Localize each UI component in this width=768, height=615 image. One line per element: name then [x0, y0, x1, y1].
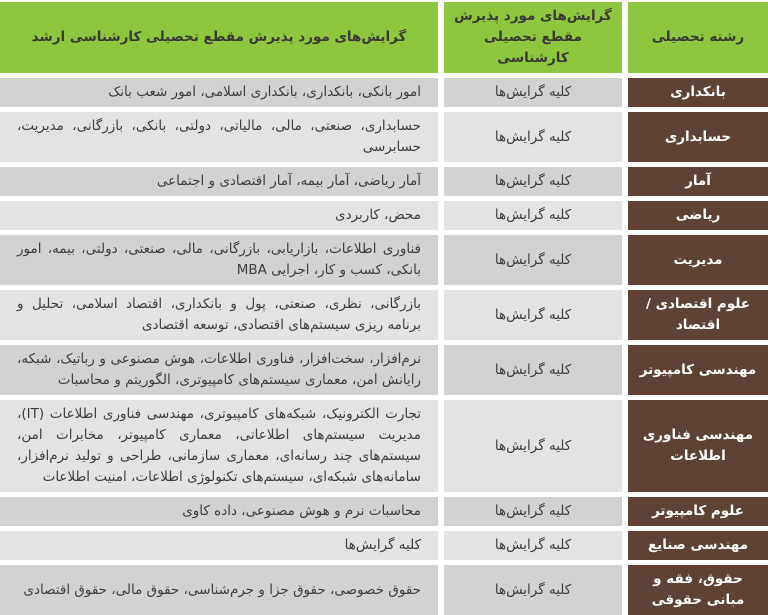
master-majors-cell: امور بانکی، بانکداری، بانکداری اسلامی، ا…	[0, 78, 438, 107]
bachelor-majors-cell: کلیه گرایش‌ها	[444, 112, 622, 162]
field-cell: حسابداری	[628, 112, 768, 162]
master-majors-text: حسابداری، صنعتی، مالی، مالیاتی، دولتی، ب…	[17, 118, 421, 155]
master-majors-cell: فناوری اطلاعات، بازاریابی، بازرگانی، مال…	[0, 235, 438, 285]
bachelor-majors-cell: کلیه گرایش‌ها	[444, 497, 622, 526]
master-majors-text: محض، کاربردی	[335, 207, 421, 223]
table-row-economics: علوم اقتصادی / اقتصاد کلیه گرایش‌ها بازر…	[0, 290, 768, 340]
bachelor-majors-cell: کلیه گرایش‌ها	[444, 78, 622, 107]
master-majors-text: کلیه گرایش‌ها	[344, 537, 421, 553]
table-row-industrial-engineering: مهندسی صنایع کلیه گرایش‌ها کلیه گرایش‌ها	[0, 531, 768, 560]
master-majors-cell: حسابداری، صنعتی، مالی، مالیاتی، دولتی، ب…	[0, 112, 438, 162]
bachelor-majors-cell: کلیه گرایش‌ها	[444, 235, 622, 285]
field-cell: مهندسی صنایع	[628, 531, 768, 560]
master-majors-text: بازرگانی، نظری، صنعتی، پول و بانکداری، ا…	[17, 296, 421, 333]
field-cell: علوم اقتصادی / اقتصاد	[628, 290, 768, 340]
field-cell: مهندسی فناوری اطلاعات	[628, 400, 768, 492]
master-majors-cell: بازرگانی، نظری، صنعتی، پول و بانکداری، ا…	[0, 290, 438, 340]
master-majors-text: فناوری اطلاعات، بازاریابی، بازرگانی، مال…	[17, 241, 421, 278]
table-row-computer-science: علوم کامپیوتر کلیه گرایش‌ها محاسبات نرم …	[0, 497, 768, 526]
master-majors-text: امور بانکی، بانکداری، بانکداری اسلامی، ا…	[108, 84, 421, 100]
master-majors-cell: آمار ریاضی، آمار بیمه، آمار اقتصادی و اج…	[0, 167, 438, 196]
master-majors-cell: محض، کاربردی	[0, 201, 438, 230]
master-majors-cell: حقوق خصوصی، حقوق جزا و جرم‌شناسی، حقوق م…	[0, 565, 438, 615]
bachelor-majors-cell: کلیه گرایش‌ها	[444, 167, 622, 196]
bachelor-majors-cell: کلیه گرایش‌ها	[444, 531, 622, 560]
table-header-row: رشته تحصیلی گرایش‌های مورد پذیرش مقطع تح…	[0, 2, 768, 73]
header-master-majors: گرایش‌های مورد پذیرش مقطع تحصیلی کارشناس…	[0, 2, 438, 73]
master-majors-text: آمار ریاضی، آمار بیمه، آمار اقتصادی و اج…	[156, 173, 421, 189]
field-cell: علوم کامپیوتر	[628, 497, 768, 526]
master-majors-cell: نرم‌افزار، سخت‌افزار، فناوری اطلاعات، هو…	[0, 345, 438, 395]
table-row-mathematics: ریاضی کلیه گرایش‌ها محض، کاربردی	[0, 201, 768, 230]
table-row-accounting: حسابداری کلیه گرایش‌ها حسابداری، صنعتی، …	[0, 112, 768, 162]
field-cell: مهندسی کامپیوتر	[628, 345, 768, 395]
field-cell: مدیریت	[628, 235, 768, 285]
header-field-of-study: رشته تحصیلی	[628, 2, 768, 73]
table-row-law: حقوق، فقه و مبانی حقوقی کلیه گرایش‌ها حق…	[0, 565, 768, 615]
table-row-banking: بانکداری کلیه گرایش‌ها امور بانکی، بانکد…	[0, 78, 768, 107]
master-majors-cell: تجارت الکترونیک، شبکه‌های کامپیوتری، مهن…	[0, 400, 438, 492]
master-majors-text: محاسبات نرم و هوش مصنوعی، داده کاوی	[182, 503, 421, 519]
master-majors-cell: کلیه گرایش‌ها	[0, 531, 438, 560]
master-majors-text: نرم‌افزار، سخت‌افزار، فناوری اطلاعات، هو…	[17, 351, 421, 388]
bachelor-majors-cell: کلیه گرایش‌ها	[444, 345, 622, 395]
master-majors-text: حقوق خصوصی، حقوق جزا و جرم‌شناسی، حقوق م…	[23, 581, 421, 598]
table-row-management: مدیریت کلیه گرایش‌ها فناوری اطلاعات، باز…	[0, 235, 768, 285]
header-bachelor-majors: گرایش‌های مورد پذیرش مقطع تحصیلی کارشناس…	[444, 2, 622, 73]
bachelor-majors-cell: کلیه گرایش‌ها	[444, 565, 622, 615]
master-majors-cell: محاسبات نرم و هوش مصنوعی، داده کاوی	[0, 497, 438, 526]
master-majors-text: تجارت الکترونیک، شبکه‌های کامپیوتری، مهن…	[17, 406, 421, 485]
field-cell: حقوق، فقه و مبانی حقوقی	[628, 565, 768, 615]
table-row-computer-engineering: مهندسی کامپیوتر کلیه گرایش‌ها نرم‌افزار،…	[0, 345, 768, 395]
field-cell: آمار	[628, 167, 768, 196]
bachelor-majors-cell: کلیه گرایش‌ها	[444, 400, 622, 492]
table-row-it-engineering: مهندسی فناوری اطلاعات کلیه گرایش‌ها تجار…	[0, 400, 768, 492]
bachelor-majors-cell: کلیه گرایش‌ها	[444, 201, 622, 230]
field-cell: بانکداری	[628, 78, 768, 107]
table-row-statistics: آمار کلیه گرایش‌ها آمار ریاضی، آمار بیمه…	[0, 167, 768, 196]
bachelor-majors-cell: کلیه گرایش‌ها	[444, 290, 622, 340]
field-cell: ریاضی	[628, 201, 768, 230]
